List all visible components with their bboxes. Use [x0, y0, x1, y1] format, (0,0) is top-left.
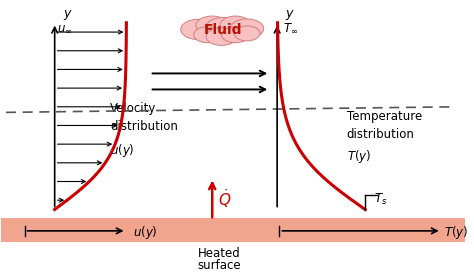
Text: y: y [285, 7, 293, 20]
Text: distribution: distribution [110, 120, 178, 133]
Text: y: y [63, 7, 71, 20]
Circle shape [206, 28, 237, 45]
Circle shape [196, 16, 228, 35]
Circle shape [221, 27, 249, 43]
Text: $T(y)$: $T(y)$ [346, 148, 371, 165]
Text: $T_s$: $T_s$ [374, 192, 388, 207]
FancyBboxPatch shape [1, 218, 465, 242]
Circle shape [181, 19, 216, 39]
Text: distribution: distribution [346, 128, 415, 141]
Text: $T_\infty$: $T_\infty$ [283, 21, 298, 35]
Text: surface: surface [197, 259, 241, 272]
Text: Heated: Heated [198, 247, 241, 260]
Circle shape [205, 17, 242, 39]
Text: $T(y)$: $T(y)$ [444, 224, 468, 241]
Text: $u(y)$: $u(y)$ [134, 224, 158, 241]
Circle shape [194, 27, 221, 43]
Text: $u(y)$: $u(y)$ [110, 142, 135, 159]
Text: Velocity: Velocity [110, 102, 157, 115]
Circle shape [220, 16, 251, 34]
Text: $u_\infty$: $u_\infty$ [57, 22, 73, 35]
Text: Temperature: Temperature [346, 110, 422, 123]
Text: Fluid: Fluid [204, 23, 242, 37]
Text: $\dot{Q}$: $\dot{Q}$ [218, 187, 231, 210]
Circle shape [230, 19, 264, 38]
Circle shape [234, 26, 260, 41]
